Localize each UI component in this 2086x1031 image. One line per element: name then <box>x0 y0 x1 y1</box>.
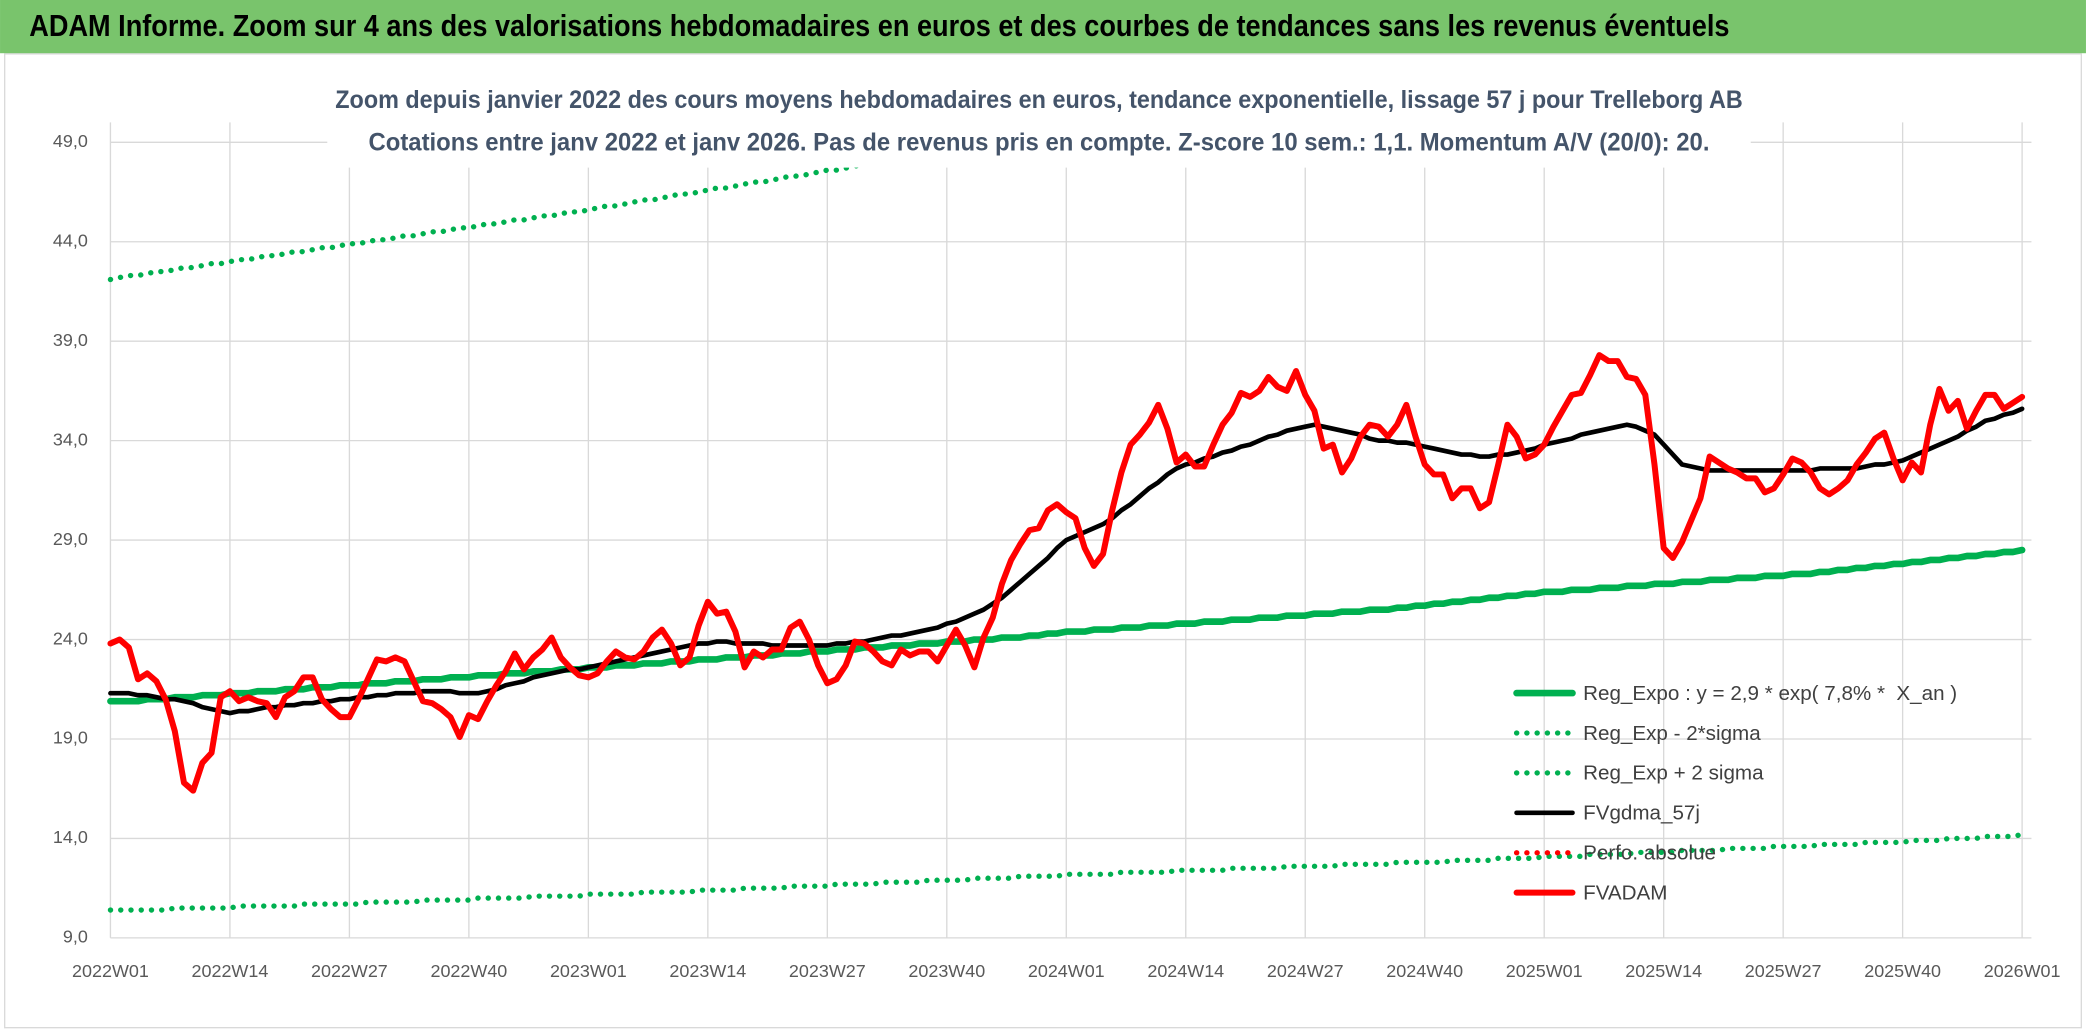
legend: Reg_Expo : y = 2,9 * exp( 7,8% * X_an ) R… <box>1513 682 1957 904</box>
y-tick-label: 29,0 <box>53 529 88 549</box>
x-tick-label: 2023W27 <box>789 961 866 981</box>
legend-label: Reg_Exp - 2*sigma <box>1583 722 1761 745</box>
x-tick-label: 2022W27 <box>311 961 388 981</box>
x-tick-label: 2022W14 <box>192 961 269 981</box>
series-line <box>107 831 2025 913</box>
x-tick-label: 2025W27 <box>1745 961 1822 981</box>
legend-label: Reg_Exp + 2 sigma <box>1583 762 1764 785</box>
y-tick-label: 34,0 <box>53 429 88 449</box>
series-line <box>108 406 2025 716</box>
x-tick-label: 2022W40 <box>430 961 507 981</box>
y-tick-label: 14,0 <box>53 827 88 847</box>
x-tick-label: 2023W01 <box>550 961 627 981</box>
chart-subtitle: Cotations entre janv 2022 et janv 2026. … <box>369 128 1710 156</box>
y-tick-label: 49,0 <box>53 131 88 151</box>
series-line <box>107 352 2026 794</box>
subtitle-box <box>327 77 1751 168</box>
x-tick-label: 2023W40 <box>908 961 985 981</box>
x-tick-label: 2025W14 <box>1625 961 1702 981</box>
x-tick-label: 2024W27 <box>1267 961 1344 981</box>
y-tick-label: 39,0 <box>53 330 88 350</box>
y-tick-label: 44,0 <box>53 230 88 250</box>
y-tick-label: 19,0 <box>53 728 88 748</box>
y-tick-label: 9,0 <box>63 927 88 947</box>
x-tick-label: 2025W01 <box>1506 961 1583 981</box>
y-tick-label: 24,0 <box>53 628 88 648</box>
x-tick-label: 2025W40 <box>1864 961 1941 981</box>
x-tick-label: 2024W14 <box>1147 961 1224 981</box>
chart-border <box>4 53 2082 1029</box>
chart-title: Zoom depuis janvier 2022 des cours moyen… <box>335 86 1742 114</box>
header-bar <box>0 0 2086 54</box>
x-tick-label: 2023W14 <box>669 961 746 981</box>
x-tick-label: 2026W01 <box>1984 961 2061 981</box>
series-line <box>107 546 2026 705</box>
x-tick-label: 2022W01 <box>72 961 149 981</box>
legend-label: FVADAM <box>1583 881 1667 904</box>
x-tick-label: 2024W40 <box>1386 961 1463 981</box>
legend-label: Perfo. absolue <box>1583 842 1716 865</box>
legend-label: Reg_Expo : y = 2,9 * exp( 7,8% * X_an ) <box>1583 682 1957 705</box>
legend-label: FVgdma_57j <box>1583 802 1700 825</box>
header-title: ADAM Informe. Zoom sur 4 ans des valoris… <box>29 9 1729 43</box>
x-tick-label: 2024W01 <box>1028 961 1105 981</box>
